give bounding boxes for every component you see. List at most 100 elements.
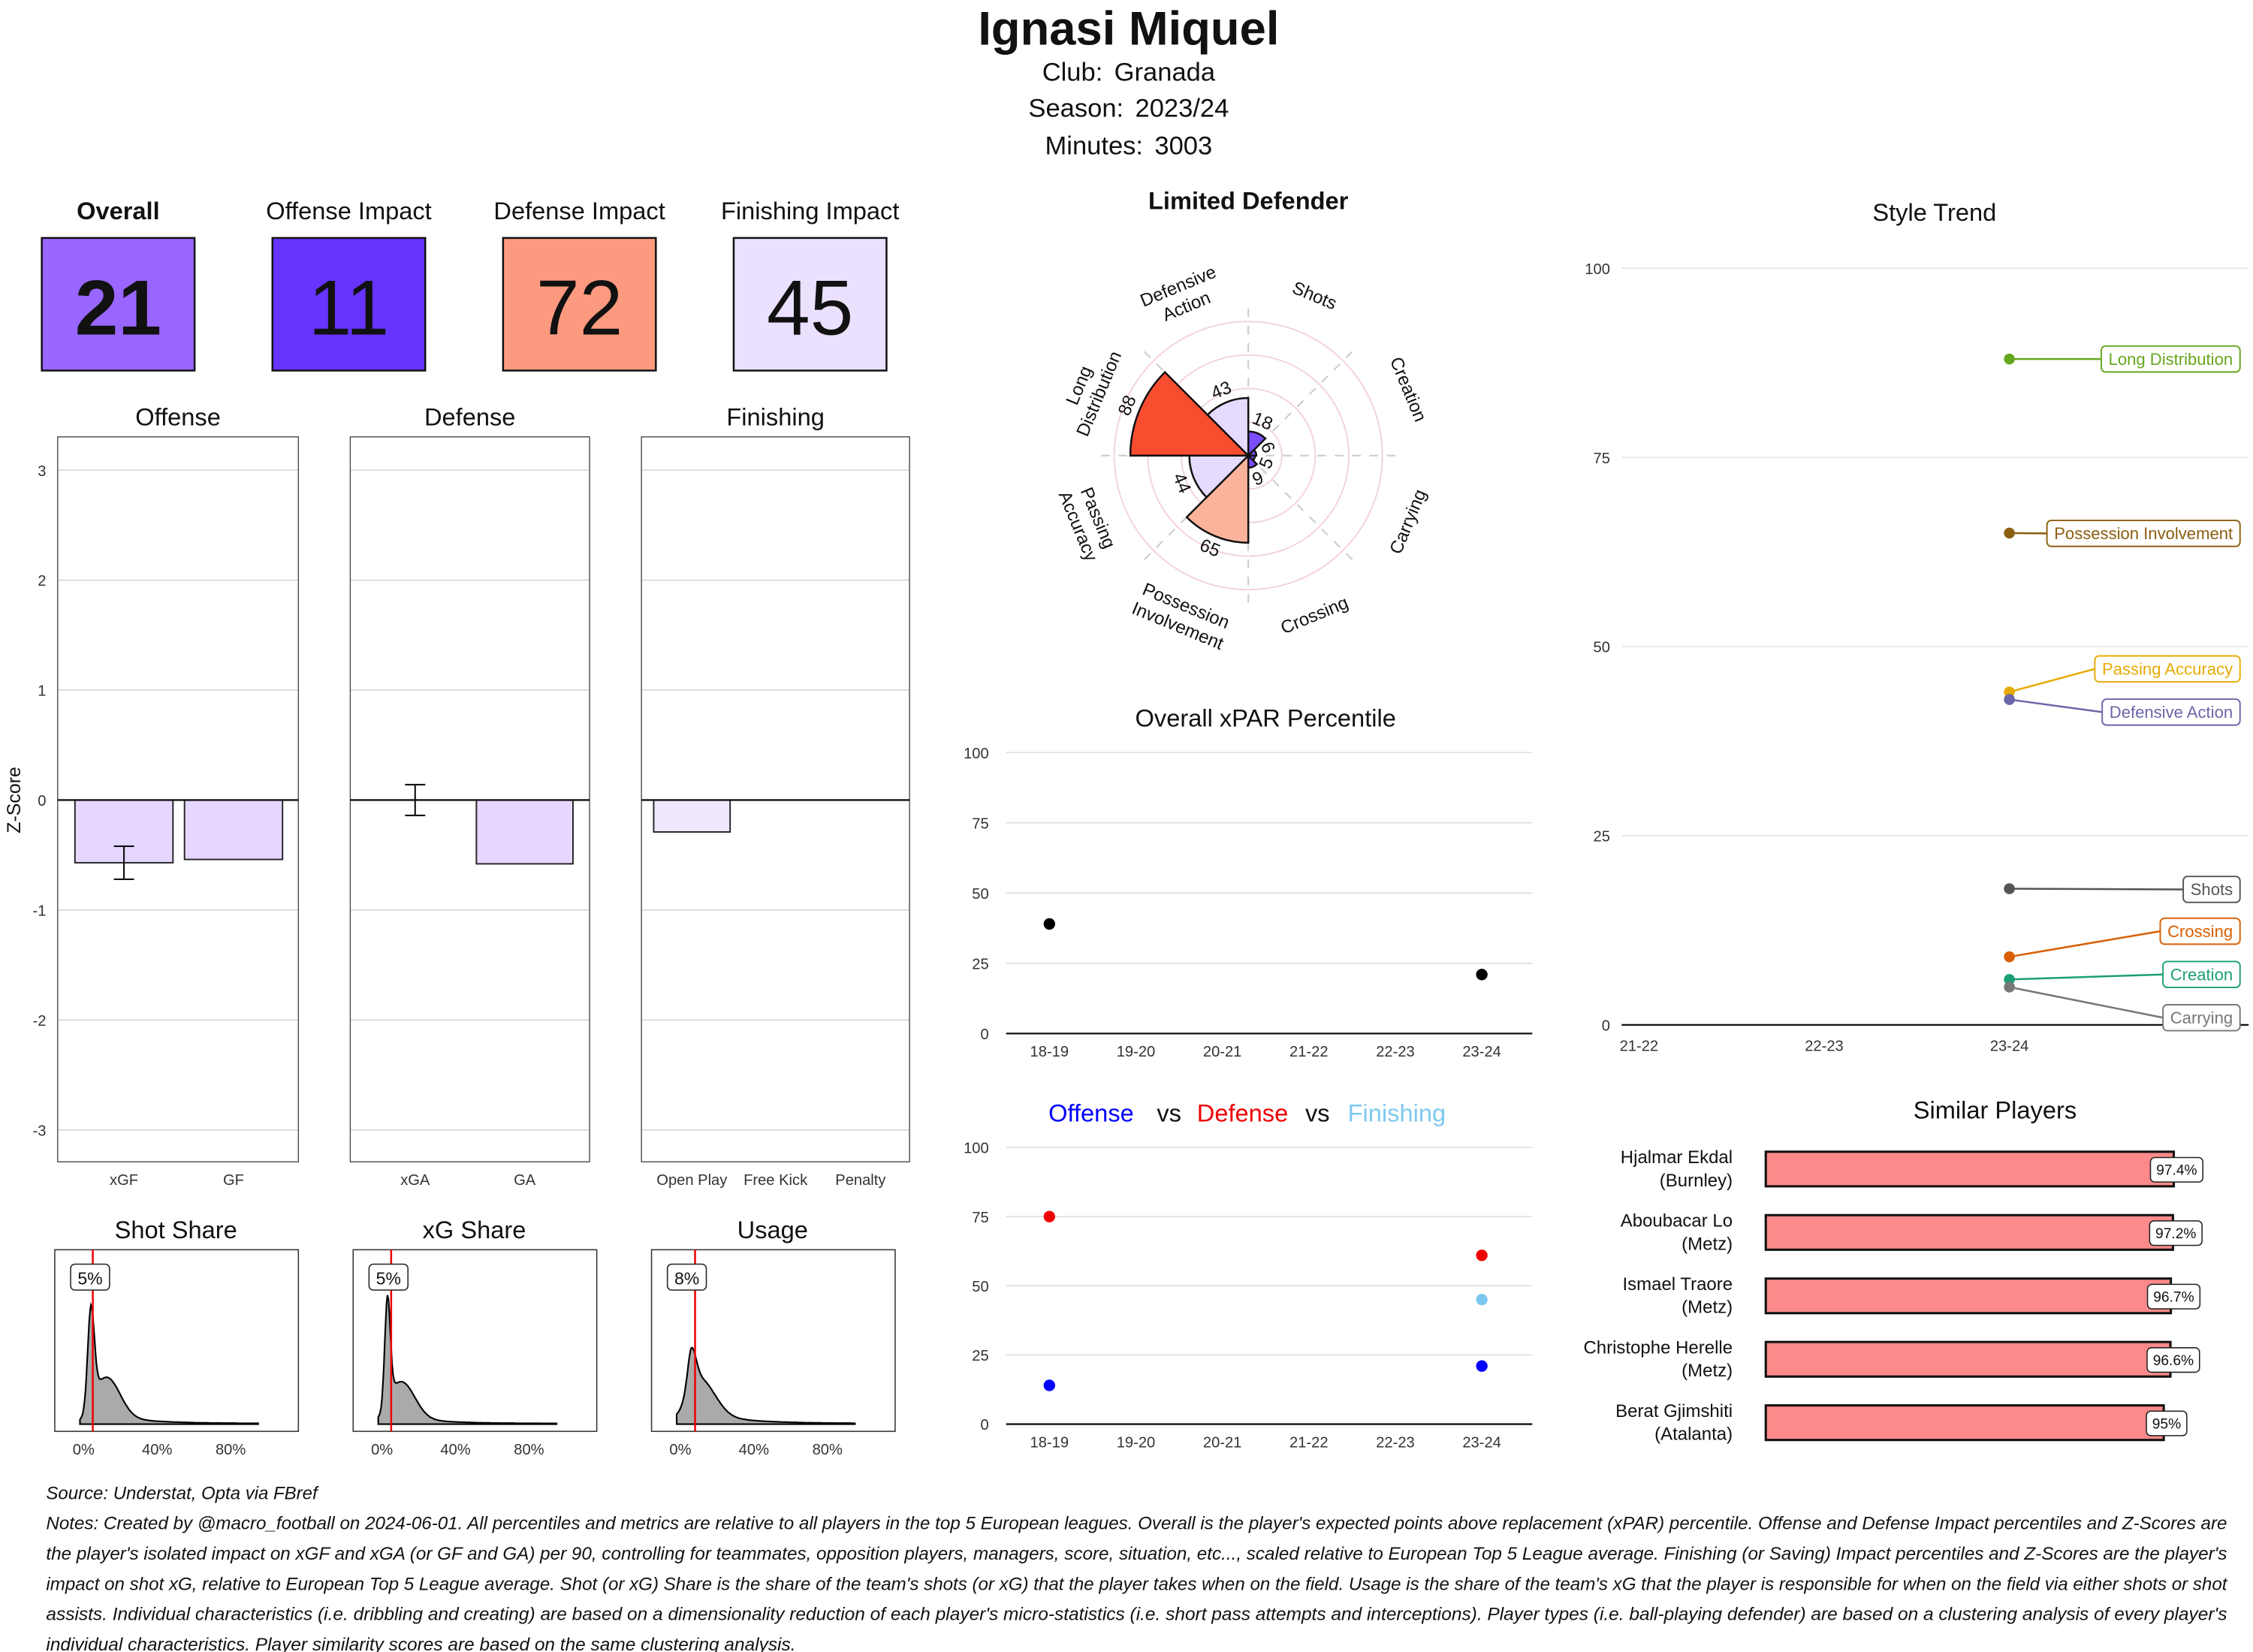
radar-value-label: 65 — [1197, 535, 1223, 561]
similarity-bar — [1764, 1277, 2173, 1315]
similarity-label: 97.2% — [2155, 1226, 2196, 1242]
radar-axis-label: PossessionInvolvement — [1129, 578, 1235, 654]
x-tick-label: GA — [514, 1172, 536, 1189]
similarity-label: 95% — [2152, 1416, 2181, 1432]
notes-line: impact on shot xG, relative to European … — [46, 1574, 2227, 1594]
trend-series-carrying: Carrying — [2004, 981, 2241, 1032]
player-team: (Atalanta) — [1654, 1424, 1733, 1445]
value-label-box — [368, 1263, 409, 1291]
x-tick-label: 0% — [371, 1442, 393, 1458]
panel-title: xG Share — [423, 1216, 526, 1244]
radar-value-label: 44 — [1169, 470, 1195, 496]
point-defense — [1476, 1250, 1488, 1262]
kpi-value: 21 — [75, 264, 161, 351]
y-tick-label: -3 — [32, 1123, 46, 1139]
y-tick-label: 1 — [38, 683, 46, 700]
radar-spoke — [1247, 454, 1356, 563]
panel-title: Usage — [737, 1216, 808, 1244]
chart-title: Style Trend — [1872, 198, 1996, 226]
zscore-chart: Z-Score Offense -3 -2 -1 0 1 2 3 xGF GF Defense xGA G… — [4, 402, 910, 1189]
similarity-label-box — [2146, 1347, 2200, 1373]
radar-chart: Limited Defender18Shots6Creation5Carryin… — [1054, 187, 1431, 655]
chart-title-part: Finishing — [1348, 1099, 1446, 1126]
point-offense — [1476, 1360, 1488, 1372]
y-tick-label: 3 — [38, 463, 46, 480]
trend-point — [2004, 353, 2015, 365]
x-tick-label: 40% — [142, 1442, 172, 1458]
radar-axis-label: Crossing — [1278, 592, 1352, 638]
notes-line: individual characteristics. Player simil… — [46, 1635, 795, 1652]
x-tick-label: 40% — [440, 1442, 470, 1458]
leader-line — [2009, 930, 2161, 958]
value-label: 5% — [376, 1268, 401, 1288]
x-tick-label: 22-23 — [1805, 1038, 1844, 1054]
similar-player-row: Christophe Herelle (Metz) 96.6% — [1583, 1337, 2200, 1381]
y-tick-label: 75 — [1594, 451, 1610, 467]
footer-notes: Source: Understat, Opta via FBref Notes: … — [46, 1483, 2227, 1652]
x-tick-label: 19-20 — [1117, 1044, 1156, 1060]
notes-line: the player's isolated impact on xGF and … — [46, 1544, 2227, 1564]
chart-title-part: vs — [1305, 1099, 1330, 1126]
y-axis-label: Z-Score — [4, 767, 25, 834]
player-team: (Metz) — [1681, 1298, 1733, 1318]
similar-players-chart: Similar Players Hjalmar Ekdal (Burnley) 97.… — [1583, 1096, 2204, 1445]
similarity-bar — [1764, 1404, 2165, 1442]
minutes-value: 3003 — [1154, 132, 1212, 161]
chart-title-part: Offense — [1048, 1099, 1134, 1126]
y-tick-label: 25 — [972, 1348, 988, 1364]
x-tick-label: 22-23 — [1376, 1434, 1415, 1451]
radar-axis-label: Shots — [1289, 278, 1340, 314]
value-label: 5% — [77, 1268, 102, 1288]
y-tick-label: 50 — [1594, 640, 1610, 656]
similarity-label: 96.6% — [2153, 1353, 2194, 1369]
x-tick-label: 23-24 — [1462, 1044, 1501, 1060]
radar-title: Limited Defender — [1148, 187, 1349, 215]
minutes-label: Minutes: — [1045, 132, 1144, 161]
notes-line: Notes: Created by @macro_football on 202… — [46, 1514, 2227, 1534]
y-tick-label: -1 — [32, 903, 46, 920]
club-line: Club: Granada — [1042, 59, 1216, 87]
kpi-value: 45 — [767, 264, 853, 351]
leader-line — [2009, 973, 2164, 981]
player-team: (Metz) — [1681, 1361, 1733, 1381]
value-label: 8% — [674, 1268, 699, 1288]
radar-axis-label: PassingAccuracy — [1054, 480, 1121, 564]
series-label-box — [2182, 876, 2241, 903]
bar-ga — [475, 799, 574, 865]
y-tick-label: 25 — [972, 956, 988, 972]
leader-line — [2009, 986, 2164, 1019]
x-tick-label: 80% — [813, 1442, 843, 1458]
trend-series-possession-involvement: Possession Involvement — [2004, 520, 2241, 547]
x-tick-label: 0% — [669, 1442, 691, 1458]
trend-point — [2004, 981, 2015, 993]
minutes-line: Minutes: 3003 — [1045, 132, 1213, 161]
kpi-box — [502, 237, 657, 372]
radar-grid-circle — [1113, 321, 1383, 591]
y-tick-label: 75 — [972, 1210, 988, 1226]
panel-title: Finishing — [726, 402, 825, 430]
density-panel-xg-share: xG Share 5% 0% 40% 80% — [352, 1216, 598, 1458]
kpi-box — [271, 237, 427, 372]
player-name: Christophe Herelle — [1583, 1337, 1733, 1358]
trend-point — [2004, 883, 2015, 894]
x-tick-label: 40% — [739, 1442, 769, 1458]
trend-series-passing-accuracy: Passing Accuracy — [2004, 655, 2241, 698]
bar-open-play — [653, 799, 731, 833]
x-tick-label: 0% — [73, 1442, 95, 1458]
y-tick-label: 50 — [972, 886, 988, 903]
trend-series-long-distribution: Long Distribution — [2004, 345, 2241, 373]
offense-defense-finishing-chart: Offense vs Defense vs Finishing 0 25 50 75 100 18-… — [964, 1099, 1533, 1451]
xpar-percentile-chart: Overall xPAR Percentile 0 25 50 75 100 18-19 19… — [964, 704, 1533, 1060]
player-name: Aboubacar Lo — [1621, 1211, 1733, 1231]
kpi-card: Overall 21 — [41, 197, 196, 372]
radar-axis-label-line: Carrying — [1386, 487, 1431, 557]
x-tick-label: 21-22 — [1289, 1044, 1329, 1060]
trend-point — [2004, 686, 2015, 698]
trend-point — [2004, 951, 2015, 963]
series-label: Creation — [2170, 965, 2233, 984]
x-tick-label: Open Play — [656, 1172, 728, 1189]
y-tick-label: 2 — [38, 573, 46, 589]
notes-line: assists. Individual characteristics (i.e… — [46, 1605, 2227, 1625]
player-name: Berat Gjimshiti — [1615, 1401, 1733, 1421]
